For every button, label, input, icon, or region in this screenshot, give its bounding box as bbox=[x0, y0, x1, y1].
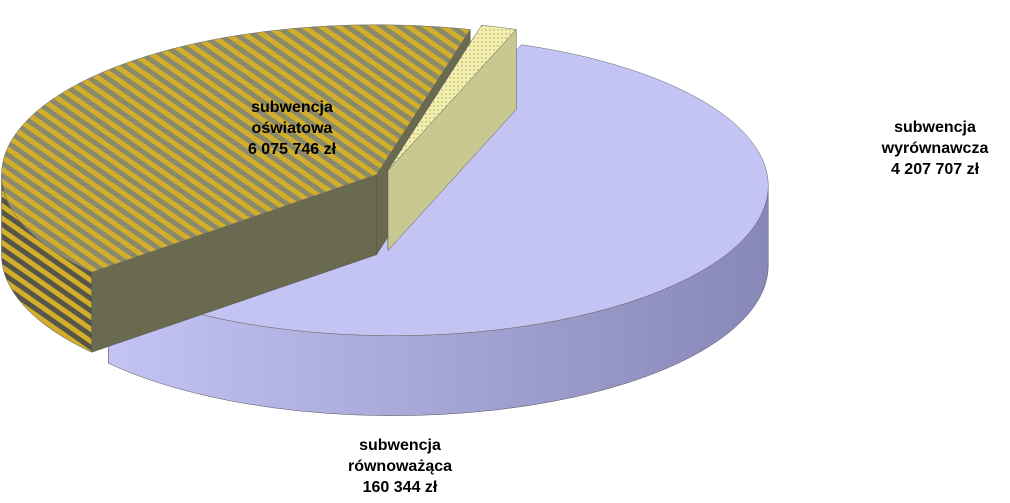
value-label: 160 344 zł bbox=[363, 479, 438, 496]
label-line: równoważąca bbox=[348, 458, 452, 475]
slice bbox=[1, 24, 471, 273]
label-line: subwencja bbox=[251, 99, 333, 116]
slice bbox=[387, 24, 517, 171]
label-line: subwencja bbox=[894, 119, 976, 136]
value-label: 4 207 707 zł bbox=[891, 161, 980, 178]
slice-label: subwencja wyrównawcza bbox=[881, 119, 989, 157]
value-label: 6 075 746 zł bbox=[248, 141, 337, 158]
slice-label: subwencja oświatowa bbox=[251, 99, 333, 137]
label-line: subwencja bbox=[359, 437, 441, 454]
label-line: oświatowa bbox=[252, 120, 333, 137]
slice-label: subwencja równoważąca bbox=[348, 437, 452, 475]
label-line: wyrównawcza bbox=[881, 140, 989, 157]
